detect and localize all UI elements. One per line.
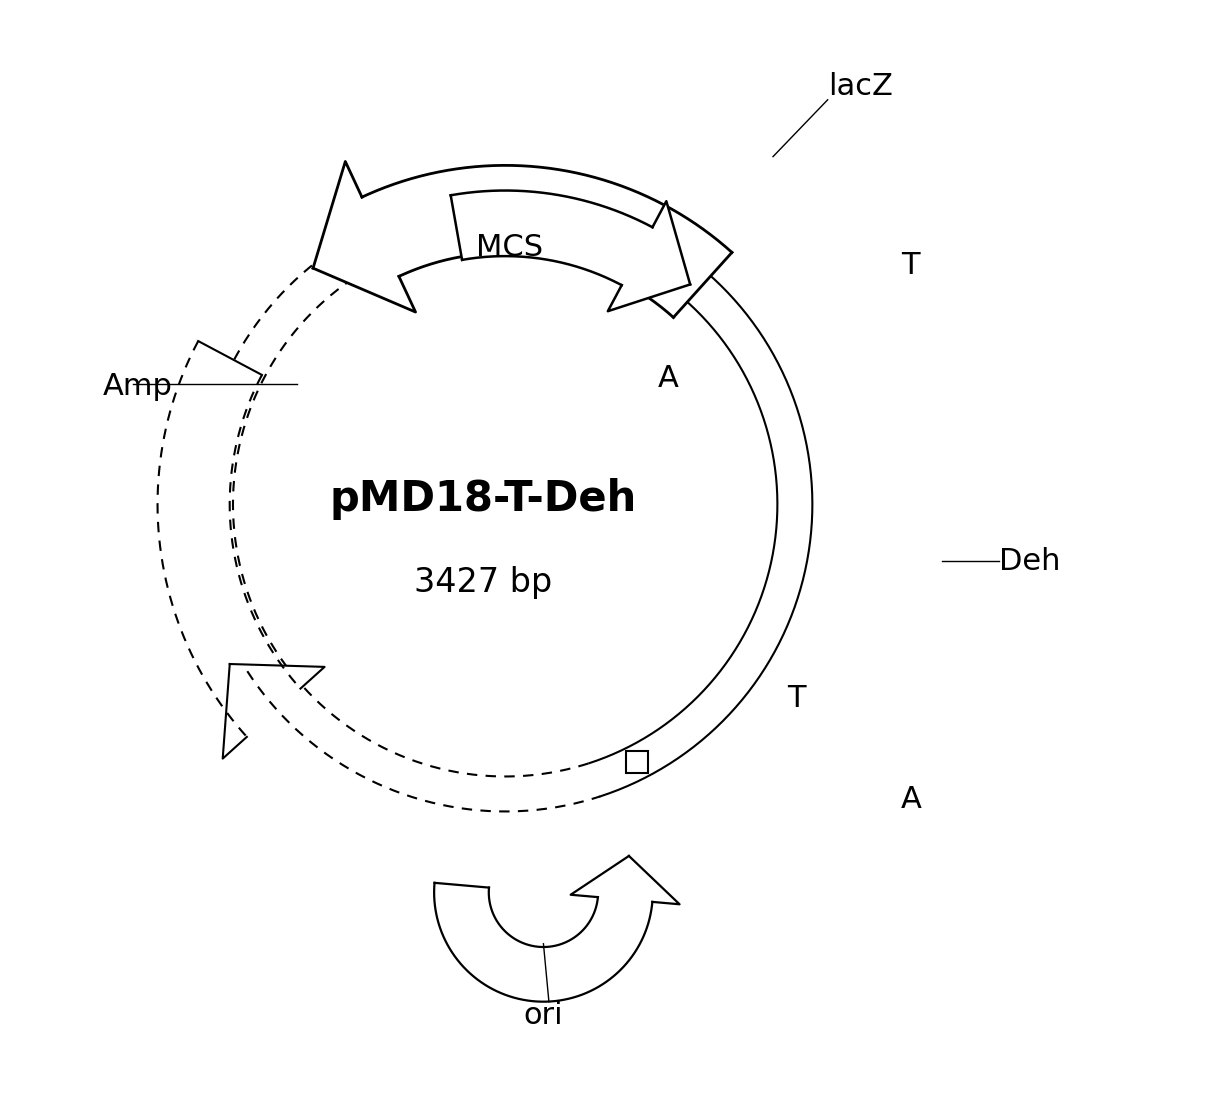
Text: A: A — [901, 785, 922, 814]
Bar — [626, 752, 648, 774]
Text: pMD18-T-Deh: pMD18-T-Deh — [329, 478, 637, 520]
Text: lacZ: lacZ — [827, 72, 892, 101]
Polygon shape — [410, 197, 812, 797]
Text: Deh: Deh — [999, 547, 1061, 575]
Text: MCS: MCS — [477, 232, 543, 262]
Text: Amp: Amp — [103, 372, 173, 401]
Text: A: A — [659, 364, 680, 393]
Polygon shape — [313, 161, 732, 318]
Text: T: T — [788, 684, 806, 713]
Polygon shape — [198, 213, 600, 811]
Text: T: T — [901, 251, 919, 281]
Text: ori: ori — [524, 1002, 563, 1030]
Polygon shape — [434, 856, 680, 1002]
Polygon shape — [451, 191, 691, 311]
Text: 3427 bp: 3427 bp — [414, 567, 553, 600]
Polygon shape — [157, 341, 324, 758]
